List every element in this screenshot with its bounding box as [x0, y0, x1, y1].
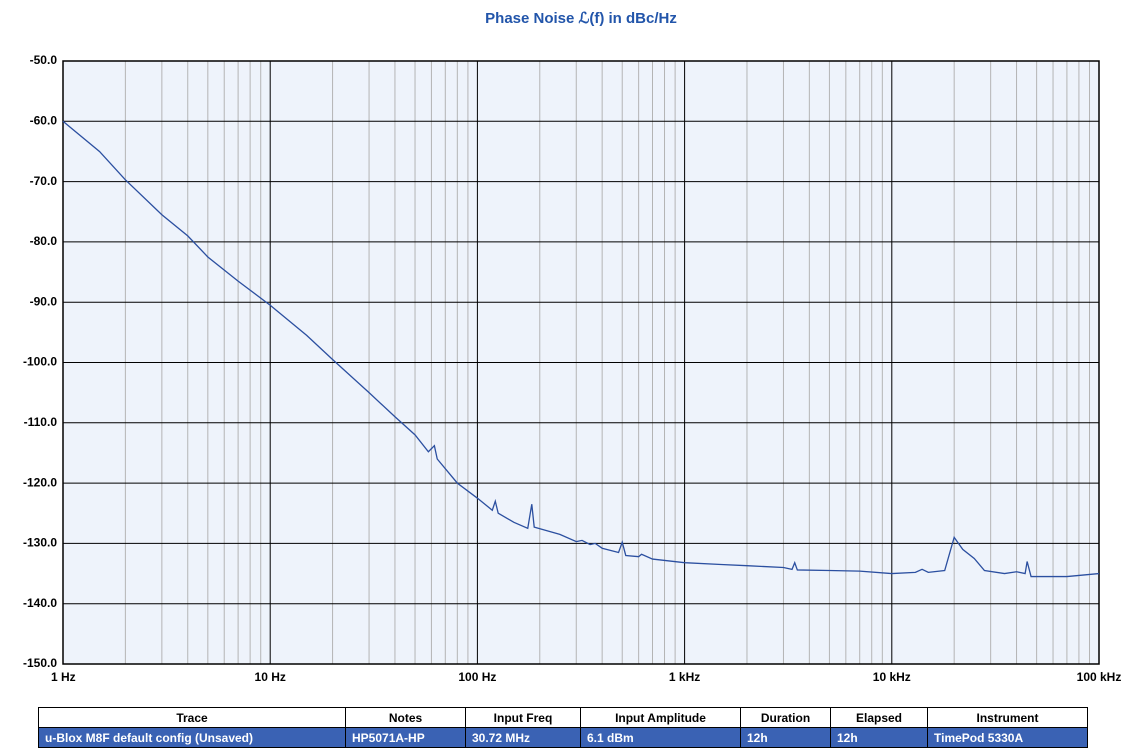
cell: 12h	[830, 727, 928, 748]
y-tick-label: -90.0	[30, 294, 58, 308]
y-tick-label: -150.0	[23, 656, 57, 670]
table-row: Trace Notes Input Freq Input Amplitude Durat…	[38, 707, 1088, 728]
x-tick-label: 1 kHz	[669, 670, 700, 684]
x-tick-label: 10 kHz	[873, 670, 911, 684]
header-cell: Notes	[345, 707, 466, 728]
cell: 30.72 MHz	[465, 727, 581, 748]
y-tick-label: -60.0	[30, 113, 58, 127]
y-tick-label: -120.0	[23, 475, 57, 489]
y-tick-label: -50.0	[30, 53, 58, 67]
data-line	[62, 120, 1100, 578]
x-tick-label: 100 Hz	[458, 670, 496, 684]
cell: 6.1 dBm	[580, 727, 741, 748]
header-cell: Instrument	[927, 707, 1088, 728]
x-tick-label: 100 kHz	[1077, 670, 1122, 684]
cell: HP5071A-HP	[345, 727, 466, 748]
y-tick-label: -70.0	[30, 174, 58, 188]
cell: 12h	[740, 727, 831, 748]
header-cell: Input Amplitude	[580, 707, 741, 728]
y-tick-label: -140.0	[23, 596, 57, 610]
plot-border	[62, 60, 1100, 665]
chart: Phase Noise ℒ(f) in dBc/Hz -50.0 -60.0 -70…	[23, 10, 1122, 684]
y-tick-label: -100.0	[23, 355, 57, 369]
y-tick-label: -130.0	[23, 536, 57, 550]
header-cell: Elapsed	[830, 707, 928, 728]
table-row: u-Blox M8F default config (Unsaved) HP507…	[38, 727, 1088, 748]
x-tick-label: 10 Hz	[255, 670, 286, 684]
header-cell: Trace	[38, 707, 346, 728]
chart-title: Phase Noise ℒ(f) in dBc/Hz	[485, 10, 677, 27]
cell: TimePod 5330A	[927, 727, 1088, 748]
cell: u-Blox M8F default config (Unsaved)	[38, 727, 346, 748]
x-tick-label: 1 Hz	[51, 670, 76, 684]
y-tick-label: -110.0	[24, 415, 58, 429]
y-tick-label: -80.0	[30, 234, 58, 248]
header-cell: Duration	[740, 707, 831, 728]
trace-table: Trace Notes Input Freq Input Amplitude Durat…	[38, 707, 1088, 748]
header-cell: Input Freq	[465, 707, 581, 728]
